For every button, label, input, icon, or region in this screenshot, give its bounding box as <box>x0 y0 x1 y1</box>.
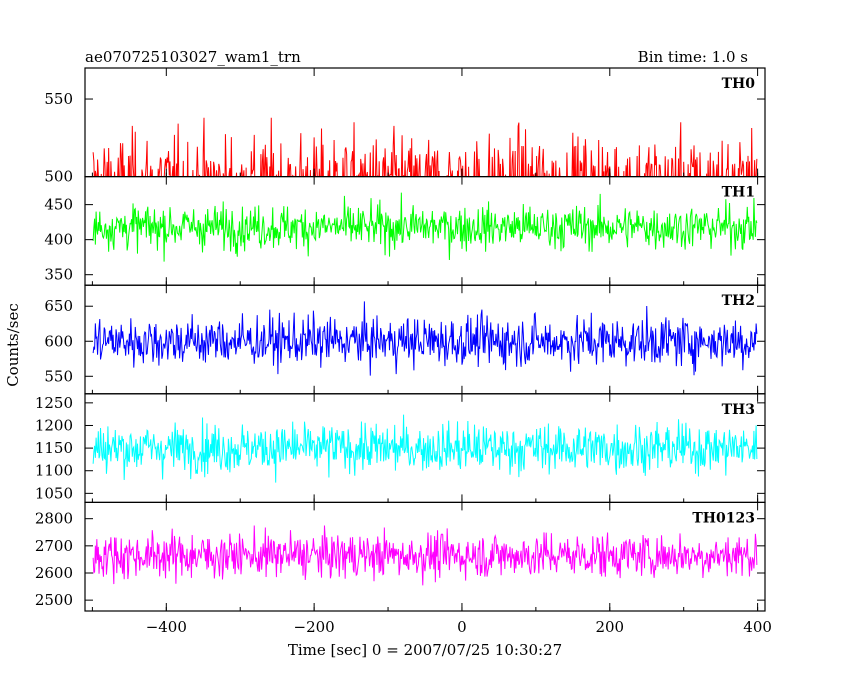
panel-th0123: 2500 2600 2700 2800 TH0123 <box>35 501 766 612</box>
y-tick-label: 2500 <box>35 591 73 609</box>
panel-th1: 350 400 450 TH1 <box>44 176 766 286</box>
series-name-label: TH1 <box>722 185 755 201</box>
y-tick-label: 2800 <box>35 510 73 528</box>
y-tick-label: 350 <box>44 266 73 284</box>
panel-th2: 550 600 650 TH2 <box>44 284 766 395</box>
x-tick-label: −400 <box>146 618 187 636</box>
y-axis-label: Counts/sec <box>4 303 22 387</box>
y-tick-label: 500 <box>44 168 73 186</box>
y-tick-label: 1250 <box>35 394 73 412</box>
x-axis-label: Time [sec] 0 = 2007/07/25 10:30:27 <box>288 641 562 659</box>
x-tick-label: −200 <box>294 618 335 636</box>
y-tick-label: 1100 <box>35 462 73 480</box>
series-th0 <box>92 117 758 177</box>
panel-frame <box>84 501 766 612</box>
bin-time-label: Bin time: 1.0 s <box>638 48 748 66</box>
y-tick-label: 400 <box>44 231 73 249</box>
series-name-label: TH2 <box>722 293 755 309</box>
x-tick-label: 400 <box>743 618 772 636</box>
y-tick-label: 2700 <box>35 537 73 555</box>
series-name-label: TH0 <box>722 76 756 92</box>
series-th0123 <box>92 525 758 586</box>
y-tick-label: 1200 <box>35 416 73 434</box>
panels-group: 500 550 TH0 350 400 450 TH1 550 600 650 TH2 1050 110… <box>35 67 766 612</box>
chart-title: ae070725103027_wam1_trn <box>85 48 301 66</box>
series-name-label: TH0123 <box>692 510 755 526</box>
series-th1 <box>92 192 758 262</box>
y-tick-label: 600 <box>44 332 73 350</box>
x-tick-label: 0 <box>457 618 467 636</box>
panel-th3: 1050 1100 1150 1200 1250 TH3 <box>35 393 766 503</box>
y-tick-label: 450 <box>44 196 73 214</box>
y-tick-label: 2600 <box>35 564 73 582</box>
y-tick-label: 550 <box>44 367 73 385</box>
y-tick-label: 650 <box>44 297 73 315</box>
panel-th0: 500 550 TH0 <box>44 67 766 186</box>
x-axis: −400 −200 0 200 400 <box>146 618 772 636</box>
series-th3 <box>92 414 758 483</box>
x-tick-label: 200 <box>595 618 624 636</box>
y-tick-label: 1050 <box>35 484 73 502</box>
y-tick-label: 550 <box>44 90 73 108</box>
series-th2 <box>92 301 758 376</box>
panel-frame <box>84 67 766 178</box>
series-name-label: TH3 <box>722 402 755 418</box>
y-tick-label: 1150 <box>35 439 73 457</box>
